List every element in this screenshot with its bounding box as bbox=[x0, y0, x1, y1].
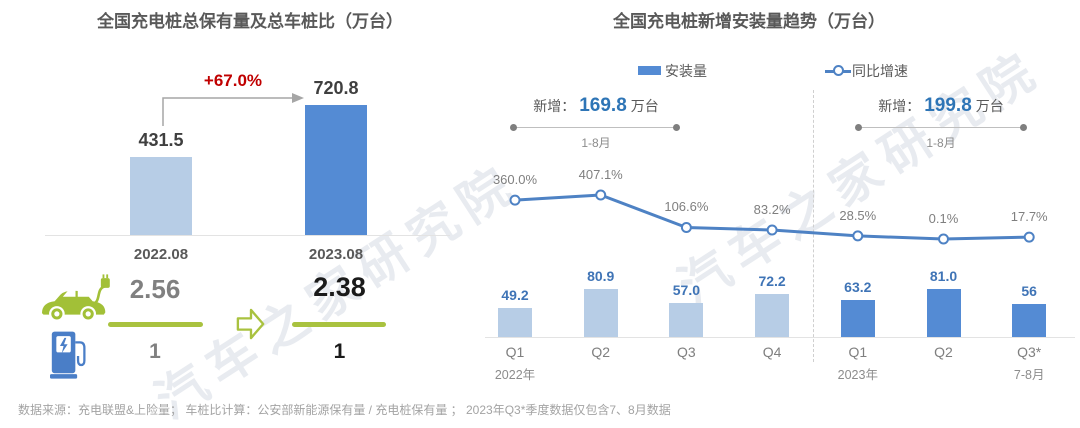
ownership-bar-category: 2022.08 bbox=[133, 246, 189, 263]
installation-x-axis bbox=[485, 337, 1075, 338]
quarter-label: Q3* bbox=[1017, 344, 1042, 360]
ownership-bar bbox=[130, 157, 192, 235]
charging-pile-icon bbox=[50, 331, 86, 379]
quarter-label: Q1 bbox=[505, 344, 525, 360]
installation-bar-value: 81.0 bbox=[929, 268, 958, 284]
fraction-divider bbox=[292, 322, 386, 327]
annotation-value: 199.8 bbox=[924, 95, 972, 116]
quarter-label: Q2 bbox=[934, 344, 953, 360]
ownership-chart: 全国充电桩总保有量及总车桩比（万台） +67.0% 431.5 2022.08 72… bbox=[0, 0, 500, 428]
year-label: 7-8月 bbox=[1013, 368, 1045, 382]
installation-bar bbox=[498, 308, 532, 337]
growth-rate-value: 407.1% bbox=[578, 166, 623, 182]
ratio-after-denominator: 1 bbox=[333, 340, 346, 363]
annotation-period: 1-8月 bbox=[581, 136, 611, 150]
installation-bar bbox=[926, 289, 961, 337]
growth-line-marker bbox=[766, 224, 778, 236]
ratio-after-numerator: 2.38 bbox=[313, 272, 366, 302]
installation-bar-value: 80.9 bbox=[587, 268, 615, 284]
growth-rate-value: 360.0% bbox=[492, 172, 538, 188]
installation-chart-title: 全国充电桩新增安装量趋势（万台） bbox=[613, 12, 885, 31]
quarter-label: Q2 bbox=[591, 344, 611, 360]
legend-bar-swatch bbox=[638, 66, 661, 75]
growth-line-marker bbox=[938, 233, 949, 245]
growth-rate-value: 17.7% bbox=[1010, 209, 1048, 225]
annotation-prefix: 新增： bbox=[878, 98, 921, 114]
installation-bar-value: 72.2 bbox=[758, 273, 786, 289]
installation-bar-value: 56 bbox=[1021, 283, 1037, 299]
annotation-2022-total: 新增： 169.8 万台 bbox=[495, 95, 697, 117]
installation-bar-value: 57.0 bbox=[672, 282, 701, 298]
ev-car-icon bbox=[41, 274, 110, 322]
year-label: 2022年 bbox=[494, 368, 536, 382]
installation-bar bbox=[840, 300, 875, 337]
ownership-bar-value: 431.5 bbox=[138, 130, 184, 150]
ownership-bar-category: 2023.08 bbox=[308, 246, 364, 263]
annotation-span-line bbox=[510, 124, 680, 131]
installation-plot: 49.2 Q1 80.9 Q2 57.0 Q3 72.2 Q4 63.2 Q1 81.0 Q2 56 Q3… bbox=[460, 0, 1080, 428]
growth-rate-value: 0.1% bbox=[928, 210, 959, 226]
legend-line-label: 同比增速 bbox=[852, 63, 908, 79]
annotation-span-line bbox=[855, 124, 1027, 131]
data-source-note: 数据来源：充电联盟&上险量； 车桩比计算：公安部新能源保有量 / 充电桩保有量 … bbox=[18, 403, 671, 417]
growth-line-marker bbox=[595, 189, 607, 201]
ratio-change-arrow-icon bbox=[236, 308, 265, 340]
ownership-chart-title: 全国充电桩总保有量及总车桩比（万台） bbox=[97, 12, 403, 31]
annotation-prefix: 新增： bbox=[533, 98, 576, 114]
growth-line-marker bbox=[852, 230, 864, 242]
installation-bar bbox=[755, 294, 790, 337]
growth-line-marker bbox=[1023, 231, 1035, 243]
installation-bar-value: 49.2 bbox=[501, 287, 529, 303]
annotation-unit: 万台 bbox=[975, 98, 1004, 114]
ownership-bar bbox=[305, 105, 367, 235]
ownership-x-axis bbox=[45, 235, 450, 236]
growth-arrow-icon bbox=[162, 93, 304, 126]
growth-line-marker bbox=[509, 194, 521, 206]
growth-line-marker bbox=[680, 222, 692, 233]
ratio-before-numerator: 2.56 bbox=[129, 274, 181, 304]
quarter-label: Q3 bbox=[677, 344, 696, 360]
ratio-before-denominator: 1 bbox=[149, 340, 161, 363]
installation-bar bbox=[669, 303, 704, 337]
growth-rate-value: 83.2% bbox=[753, 202, 791, 217]
installation-bar bbox=[583, 289, 618, 337]
installation-chart: 全国充电桩新增安装量趋势（万台） 安装量 同比增速 新增： 169.8 万台 1… bbox=[460, 0, 1080, 428]
installation-bar-value: 63.2 bbox=[844, 279, 872, 295]
year-label: 2023年 bbox=[837, 368, 878, 382]
growth-rate-value: 106.6% bbox=[664, 199, 709, 215]
growth-rate-value: 28.5% bbox=[839, 207, 877, 223]
legend-bar-label: 安装量 bbox=[665, 63, 707, 79]
quarter-label: Q4 bbox=[762, 344, 782, 360]
ownership-plot: 431.5 2022.08 720.8 2023.08 bbox=[0, 0, 500, 428]
quarter-label: Q1 bbox=[848, 344, 868, 360]
growth-rate-label: +67.0% bbox=[203, 71, 263, 90]
installation-bar bbox=[1012, 304, 1047, 337]
annotation-unit: 万台 bbox=[630, 98, 659, 114]
annotation-period: 1-8月 bbox=[926, 136, 956, 150]
fraction-divider bbox=[108, 322, 203, 327]
annotation-2023-total: 新增： 199.8 万台 bbox=[840, 95, 1042, 117]
ownership-bar-value: 720.8 bbox=[313, 78, 359, 98]
annotation-value: 169.8 bbox=[579, 95, 627, 116]
legend-line-marker-icon bbox=[833, 65, 844, 76]
